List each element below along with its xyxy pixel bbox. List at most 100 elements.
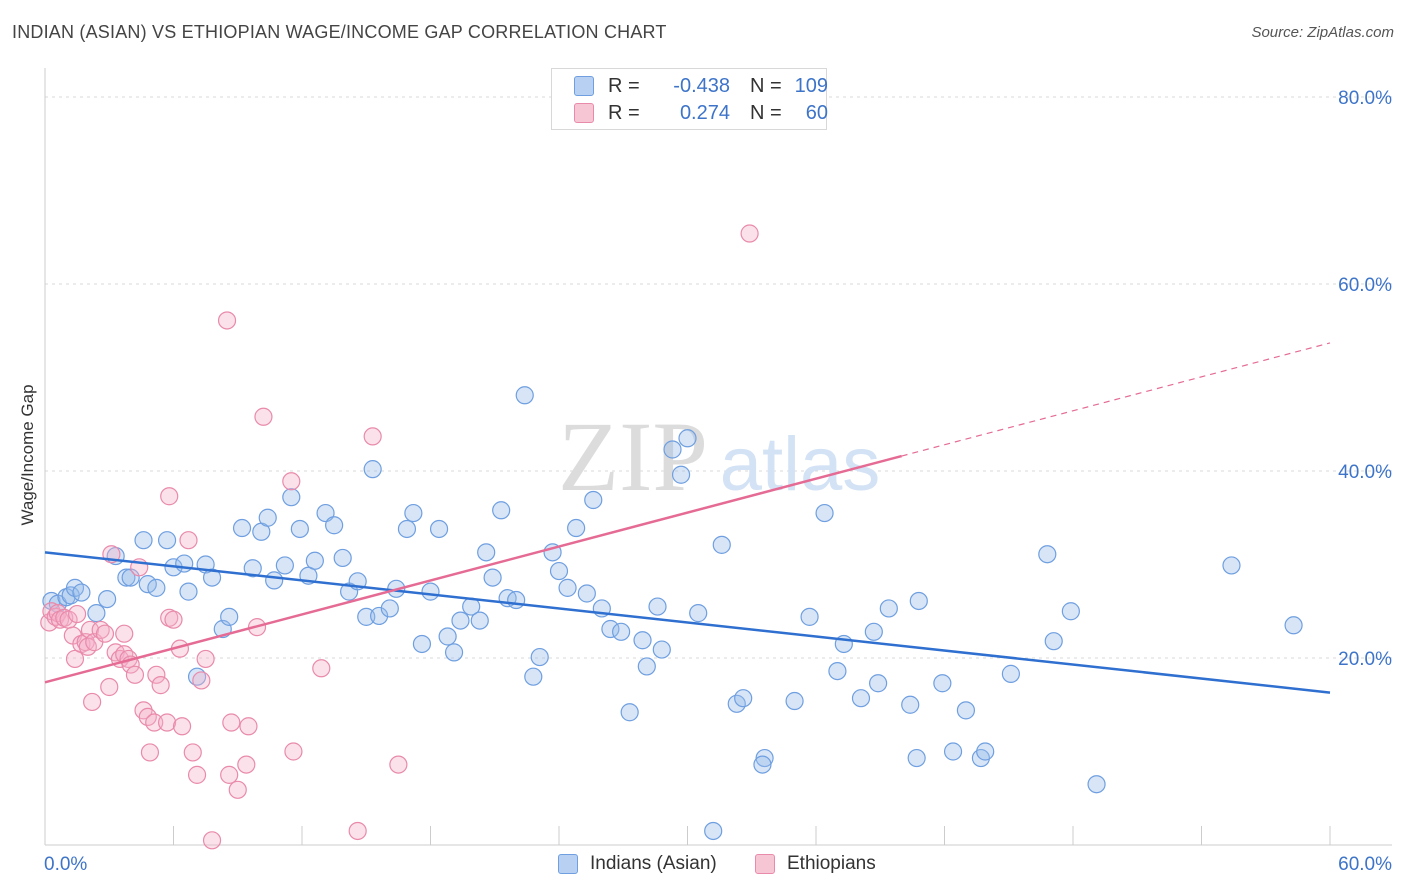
data-point xyxy=(412,634,432,654)
data-point xyxy=(620,703,639,722)
data-point xyxy=(637,657,656,676)
data-point xyxy=(220,607,239,626)
bottom-legend-swatch-blue xyxy=(558,854,578,874)
data-point xyxy=(254,407,273,426)
data-point xyxy=(202,568,222,587)
data-point xyxy=(584,490,603,510)
data-point xyxy=(815,503,834,523)
data-point xyxy=(558,578,577,597)
data-point xyxy=(633,631,652,650)
data-point xyxy=(363,460,382,479)
data-point xyxy=(232,518,252,538)
legend-n-value: 60 xyxy=(805,101,828,124)
data-point xyxy=(567,518,586,538)
y-tick-label: 20.0% xyxy=(1338,649,1392,670)
bottom-legend-label: Ethiopians xyxy=(787,853,876,874)
trend-line-indians xyxy=(44,551,1331,694)
data-point xyxy=(879,599,898,618)
data-point xyxy=(869,674,888,693)
data-point xyxy=(258,508,277,527)
correlation-legend: R = -0.438 N = 109 R = 0.274 N = 60 xyxy=(551,68,828,130)
data-point xyxy=(755,748,774,768)
data-point xyxy=(740,224,759,243)
trend-line-ethiopians xyxy=(44,454,902,684)
legend-n-label: N = xyxy=(750,101,782,124)
data-point xyxy=(187,765,207,784)
data-point xyxy=(851,689,871,708)
data-point xyxy=(222,713,241,732)
data-point xyxy=(147,578,166,597)
y-tick-label: 80.0% xyxy=(1338,88,1392,109)
chart-title: INDIAN (ASIAN) VS ETHIOPIAN WAGE/INCOME … xyxy=(12,22,667,42)
data-point xyxy=(907,748,926,768)
data-point xyxy=(68,604,87,624)
data-point xyxy=(800,607,819,626)
legend-n-label: N = xyxy=(750,74,782,97)
data-point xyxy=(151,676,170,695)
legend-swatch-pink xyxy=(574,103,594,123)
data-point xyxy=(429,519,449,539)
data-point xyxy=(87,604,106,623)
data-point xyxy=(397,519,417,539)
data-point xyxy=(282,472,301,491)
data-point xyxy=(115,624,134,643)
legend-r-label: R = xyxy=(608,74,640,97)
data-point xyxy=(671,465,691,484)
data-point xyxy=(601,619,620,639)
data-point xyxy=(125,665,145,684)
data-point xyxy=(652,640,671,659)
data-point xyxy=(1087,775,1106,794)
trend-lines xyxy=(44,342,1331,694)
data-points xyxy=(40,224,1303,850)
data-point xyxy=(524,667,543,686)
data-point xyxy=(282,488,301,507)
y-axis-label: Wage/Income Gap xyxy=(18,384,37,525)
data-point xyxy=(145,713,164,732)
y-tick-label: 40.0% xyxy=(1338,462,1392,483)
data-point xyxy=(284,742,303,761)
watermark: ZIP atlas xyxy=(558,401,880,512)
trend-line-ethiopians-extension xyxy=(901,342,1331,457)
data-point xyxy=(515,386,534,405)
data-point xyxy=(864,622,883,641)
data-point xyxy=(1044,632,1063,651)
data-point xyxy=(175,554,194,573)
data-point xyxy=(438,627,457,646)
legend-r-value: -0.438 xyxy=(673,74,730,97)
data-point xyxy=(83,692,102,712)
watermark-zip: ZIP xyxy=(558,401,708,512)
data-point xyxy=(237,755,256,774)
bottom-legend-label: Indians (Asian) xyxy=(590,853,717,874)
series-indians-asian xyxy=(42,386,1303,841)
axes xyxy=(44,68,1392,846)
series-ethiopians xyxy=(40,224,759,850)
bottom-legend-ethiopians: Ethiopians xyxy=(755,851,876,877)
data-point xyxy=(164,610,183,629)
data-point xyxy=(785,691,804,711)
bottom-legend-indians: Indians (Asian) xyxy=(558,851,717,877)
x-tick-label-min: 0.0% xyxy=(44,854,87,875)
legend-n-value: 109 xyxy=(794,74,828,97)
data-point xyxy=(243,559,262,578)
legend-row-indians: R = -0.438 N = 109 xyxy=(574,73,828,99)
data-point xyxy=(483,568,502,587)
data-point xyxy=(348,821,367,841)
legend-row-ethiopians: R = 0.274 N = 60 xyxy=(574,100,828,126)
data-point xyxy=(179,531,198,550)
data-point xyxy=(470,611,489,630)
data-point xyxy=(1284,616,1303,635)
legend-r-value: 0.274 xyxy=(679,101,730,124)
data-point xyxy=(333,548,352,568)
data-point xyxy=(712,535,731,554)
data-point xyxy=(704,821,723,841)
tick-labels: 20.0% 40.0% 60.0% 80.0% 0.0% 60.0% xyxy=(44,88,1392,875)
data-point xyxy=(239,717,258,736)
data-point xyxy=(65,649,85,669)
data-point xyxy=(901,695,920,714)
data-point xyxy=(678,429,697,448)
y-tick-label: 60.0% xyxy=(1338,275,1392,296)
data-point xyxy=(196,649,215,669)
data-point xyxy=(100,677,119,697)
data-point xyxy=(753,755,772,774)
